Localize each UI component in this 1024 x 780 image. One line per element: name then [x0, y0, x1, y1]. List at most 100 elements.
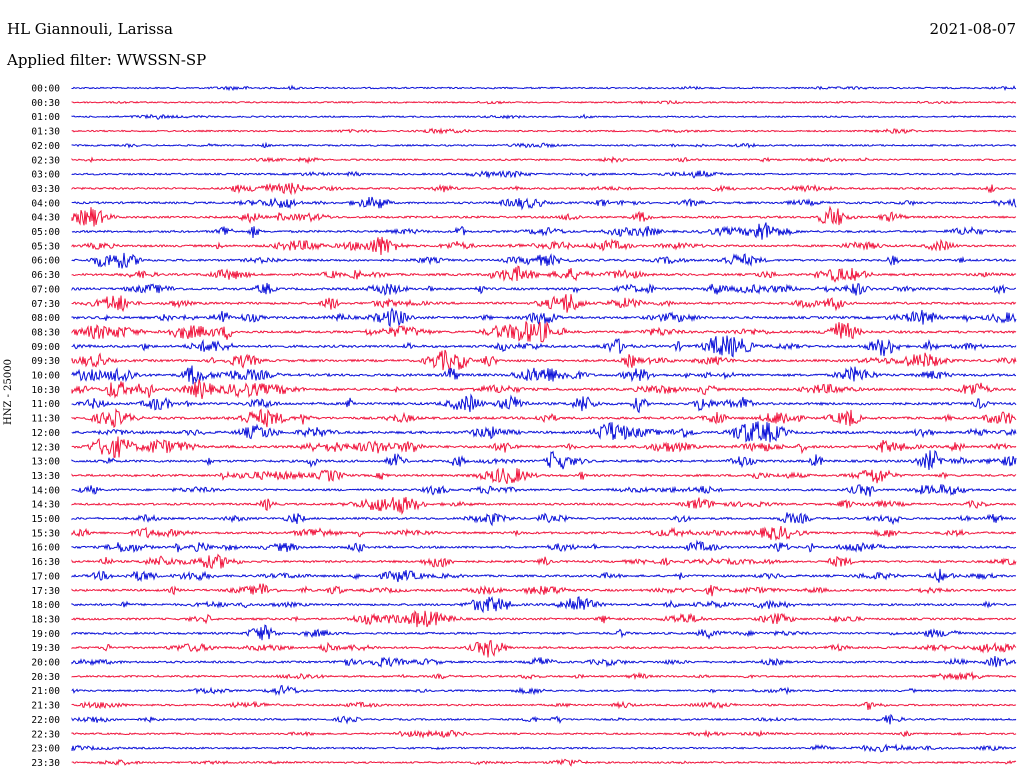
row-time-label: 21:30 — [31, 701, 60, 712]
seismic-trace — [71, 496, 1017, 515]
seismic-trace — [71, 684, 1017, 696]
row-time-label: 06:00 — [31, 256, 60, 267]
row-time-label: 04:00 — [31, 198, 60, 209]
seismic-trace — [71, 141, 1017, 149]
row-time-label: 13:30 — [31, 471, 60, 482]
seismic-trace — [71, 393, 1017, 414]
seismic-trace — [71, 583, 1017, 597]
row-time-label: 17:00 — [31, 571, 60, 582]
seismic-trace — [71, 539, 1017, 554]
row-time-label: 22:00 — [31, 715, 60, 726]
row-time-label: 12:30 — [31, 442, 60, 453]
row-time-label: 12:00 — [31, 428, 60, 439]
seismic-trace — [71, 294, 1017, 313]
seismic-trace — [71, 236, 1017, 256]
seismic-trace — [71, 450, 1017, 471]
row-time-label: 08:00 — [31, 313, 60, 324]
seismic-trace — [71, 436, 1017, 458]
row-time-label: 02:30 — [31, 155, 60, 166]
seismic-trace — [71, 196, 1017, 211]
row-time-label: 15:30 — [31, 528, 60, 539]
row-time-label: 11:30 — [31, 414, 60, 425]
row-time-label: 03:00 — [31, 170, 60, 181]
seismic-trace — [71, 169, 1017, 179]
row-time-label: 10:30 — [31, 385, 60, 396]
row-time-label: 11:00 — [31, 399, 60, 410]
seismic-trace — [71, 335, 1017, 358]
seismic-trace — [71, 624, 1017, 641]
row-time-label: 14:30 — [31, 500, 60, 511]
seismic-trace — [71, 307, 1017, 328]
seismic-trace — [71, 349, 1017, 371]
row-time-label: 05:00 — [31, 227, 60, 238]
seismic-trace — [71, 265, 1017, 283]
seismic-trace — [71, 729, 1017, 739]
seismic-trace — [71, 639, 1017, 658]
seismic-trace — [71, 525, 1017, 542]
row-time-label: 15:00 — [31, 514, 60, 525]
date-label: 2021-08-07 — [929, 20, 1016, 38]
row-time-label: 17:30 — [31, 586, 60, 597]
row-time-label: 00:30 — [31, 98, 60, 109]
seismic-trace — [71, 252, 1017, 269]
seismic-trace — [71, 512, 1017, 527]
seismic-trace — [71, 553, 1017, 569]
seismic-trace — [71, 321, 1017, 343]
row-time-label: 22:30 — [31, 729, 60, 740]
row-time-label: 01:00 — [31, 112, 60, 123]
seismic-trace — [71, 484, 1017, 497]
row-time-label: 23:30 — [31, 758, 60, 769]
row-time-label: 16:30 — [31, 557, 60, 568]
seismic-trace — [71, 700, 1017, 710]
row-time-label: 21:00 — [31, 686, 60, 697]
seismic-trace — [71, 84, 1017, 92]
seismic-trace — [71, 205, 1017, 227]
row-time-label: 09:00 — [31, 342, 60, 353]
seismic-trace — [71, 282, 1017, 296]
seismic-trace — [71, 379, 1017, 399]
row-time-label: 13:00 — [31, 457, 60, 468]
row-time-label: 20:30 — [31, 672, 60, 683]
row-time-label: 19:30 — [31, 643, 60, 654]
row-time-label: 07:00 — [31, 284, 60, 295]
row-time-label: 20:00 — [31, 658, 60, 669]
seismic-trace — [71, 743, 1017, 753]
seismic-trace — [71, 656, 1017, 668]
seismic-trace — [71, 99, 1017, 105]
seismic-trace — [71, 113, 1017, 120]
seismic-trace — [71, 127, 1017, 135]
seismic-trace — [71, 365, 1016, 385]
seismic-trace — [71, 609, 1017, 628]
seismic-trace — [71, 713, 1017, 725]
seismic-trace — [71, 467, 1017, 484]
filter-label: Applied filter: WWSSN-SP — [7, 51, 207, 69]
seismic-trace — [71, 182, 1017, 196]
row-time-label: 16:00 — [31, 543, 60, 554]
row-time-label: 18:00 — [31, 600, 60, 611]
row-time-label: 00:00 — [31, 84, 60, 95]
row-time-label: 01:30 — [31, 127, 60, 138]
seismic-trace — [71, 421, 1017, 443]
seismic-trace — [71, 568, 1016, 583]
row-time-label: 03:30 — [31, 184, 60, 195]
station-title: HL Giannouli, Larissa — [7, 20, 173, 38]
row-time-label: 10:00 — [31, 371, 60, 382]
row-time-label: 14:00 — [31, 485, 60, 496]
row-time-label: 18:30 — [31, 614, 60, 625]
row-time-label: 07:30 — [31, 299, 60, 310]
row-time-label: 08:30 — [31, 327, 60, 338]
row-time-label: 19:00 — [31, 629, 60, 640]
row-time-label: 06:30 — [31, 270, 60, 281]
row-time-label: 09:30 — [31, 356, 60, 367]
row-time-label: 23:00 — [31, 744, 60, 755]
row-time-label: 04:30 — [31, 213, 60, 224]
seismic-trace — [71, 155, 1017, 165]
seismic-trace — [71, 596, 1017, 614]
seismic-trace — [71, 671, 1017, 681]
row-time-label: 02:00 — [31, 141, 60, 152]
seismic-trace — [71, 758, 1017, 767]
seismic-trace — [71, 222, 1017, 240]
seismic-trace — [71, 407, 1017, 429]
row-time-label: 05:30 — [31, 241, 60, 252]
